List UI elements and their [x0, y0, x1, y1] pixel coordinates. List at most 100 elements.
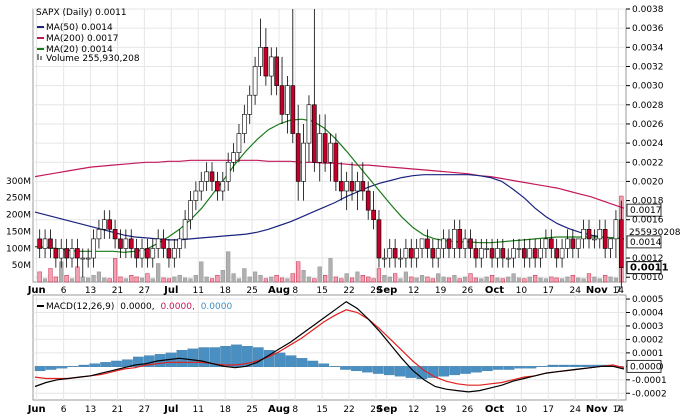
volume-bar — [522, 278, 527, 283]
candle-body — [268, 56, 274, 77]
x-tick-label: Jun — [27, 285, 46, 296]
candle-body — [204, 171, 209, 182]
candle-body — [247, 94, 253, 115]
macd-histogram-bar — [438, 366, 450, 377]
price-tick-label: 0.0018 — [632, 197, 664, 207]
x-tick-label: 11 — [193, 286, 204, 296]
volume-bar — [425, 276, 430, 283]
x-tick-label: 14 — [613, 286, 625, 296]
candle-body — [468, 238, 473, 249]
candle-body — [155, 238, 161, 249]
x-tick-label-macd: 7 — [615, 405, 621, 415]
candle-body — [608, 238, 613, 249]
volume-bar — [42, 278, 48, 283]
volume-bar — [53, 276, 58, 283]
candle-body — [462, 238, 468, 249]
ma50-line — [34, 174, 625, 241]
candle-body — [134, 248, 139, 259]
x-tick-label: Oct — [485, 285, 504, 296]
volume-bar — [382, 275, 387, 283]
volume-tick-label: 50M — [12, 261, 31, 271]
macd-histogram-bar — [307, 360, 319, 367]
macd-histogram-bar — [34, 366, 46, 372]
candle-body — [101, 219, 107, 230]
candle-body — [322, 133, 328, 163]
volume-bar — [559, 278, 565, 283]
candle-body — [419, 238, 425, 249]
volume-bar — [533, 275, 538, 283]
macd-signal-line — [34, 309, 625, 386]
macd-line — [34, 300, 625, 393]
price-tick-label: 0.0010 — [632, 273, 664, 283]
candle-body — [301, 142, 306, 182]
volume-bar — [463, 276, 468, 283]
volume-bar — [301, 270, 306, 283]
volume-bar — [183, 277, 188, 283]
price-tick-label: 0.0032 — [632, 62, 664, 72]
candle-body — [478, 248, 484, 259]
volume-bar — [123, 278, 128, 283]
volume-bar — [220, 270, 225, 283]
price-tick-label: 0.0022 — [632, 158, 664, 168]
volume-bar — [96, 271, 102, 283]
macd-histogram-bar — [198, 347, 210, 367]
ma20-legend-label: MA(20) 0.0014 — [46, 45, 113, 55]
macd-tick-label: -0.0002 — [632, 389, 667, 399]
main-legend: SAPX (Daily) 0.0011 MA(50) 0.0014 MA(200… — [36, 8, 140, 64]
volume-bar — [436, 273, 441, 283]
x-tick-label: Sep — [376, 285, 397, 296]
candle-body — [565, 238, 570, 249]
macd-histogram-bar — [296, 358, 308, 367]
price-tick-label: 0.0024 — [632, 139, 664, 149]
volume-tick-label: 200M — [6, 211, 31, 221]
volume-bar — [150, 278, 155, 283]
volume-bar — [457, 278, 462, 283]
volume-bar — [441, 276, 446, 283]
volume-bar — [129, 275, 134, 283]
volume-bar — [204, 276, 209, 283]
macd-tick-label: 0.0005 — [632, 295, 664, 305]
candle-body — [543, 238, 549, 249]
macd-tick-label: 0.0004 — [632, 309, 664, 319]
candle-body — [376, 219, 382, 259]
volume-legend-swatch — [37, 54, 39, 60]
volume-tick-label: 250M — [6, 194, 31, 204]
ma200-line — [34, 159, 625, 209]
volume-bar — [581, 278, 586, 283]
candle-body — [177, 238, 183, 249]
volume-bar — [269, 276, 274, 283]
volume-bar — [296, 261, 301, 283]
candle-body — [511, 248, 516, 259]
macd-histogram-bar — [78, 364, 90, 367]
ma20-price-tag-box — [626, 235, 662, 249]
volume-bar — [279, 277, 285, 283]
volume-bar — [274, 275, 279, 283]
x-tick-label-macd: Nov — [586, 404, 608, 415]
volume-bar — [576, 277, 581, 283]
volume-bar — [511, 273, 516, 283]
x-tick-label-macd: 6 — [61, 405, 67, 415]
macd-histogram-bar — [285, 355, 297, 367]
volume-bar — [48, 268, 53, 283]
x-tick-label-macd: 21 — [112, 405, 123, 415]
price-tick-label: 0.0038 — [632, 5, 664, 15]
volume-bar — [527, 276, 532, 283]
volume-bar — [495, 277, 500, 283]
x-tick-label: 24 — [569, 286, 581, 296]
macd-histogram-bar — [372, 366, 384, 374]
volume-value-tag: 255930208 — [629, 228, 681, 238]
x-tick-label: 18 — [219, 286, 231, 296]
x-tick-label-macd: 12 — [408, 405, 419, 415]
macd-histogram-bar — [536, 366, 548, 367]
candle-body — [64, 248, 69, 259]
price-tick-label: 0.0012 — [632, 254, 664, 264]
candle-body — [527, 248, 533, 259]
candle-body — [53, 248, 59, 259]
candle-body — [360, 181, 366, 192]
volume-bar — [452, 275, 457, 283]
candle-body — [398, 257, 403, 260]
candle-body — [349, 181, 355, 192]
x-tick-label: 26 — [462, 286, 474, 296]
candle-body — [489, 248, 495, 259]
candle-body — [161, 238, 166, 249]
